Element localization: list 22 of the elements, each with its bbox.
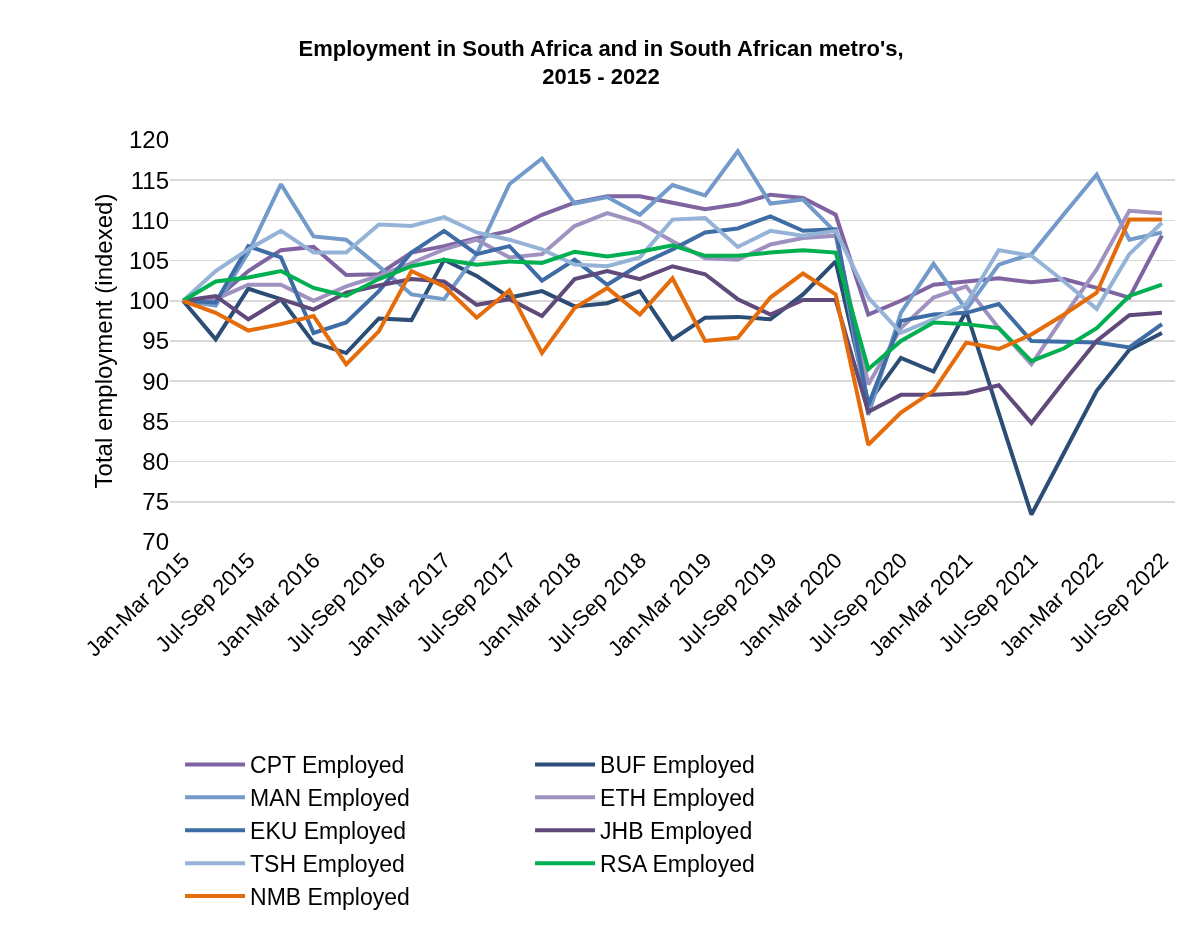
y-tick-label: 105 <box>128 247 169 274</box>
y-tick-label: 70 <box>142 528 169 556</box>
chart-title: Employment in South Africa and in South African metro's, 2015 - 2022 <box>298 35 904 90</box>
legend-label: MAN Employed <box>250 785 410 812</box>
legend-label: ETH Employed <box>600 785 755 812</box>
y-tick-label: 120 <box>128 126 169 154</box>
y-tick-label: 115 <box>130 166 169 194</box>
legend-label: JHB Employed <box>600 818 753 845</box>
legend-label: CPT Employed <box>250 752 405 779</box>
y-tick-label: 75 <box>142 488 169 516</box>
legend-label: NMB Employed <box>250 884 410 911</box>
y-tick-label: 85 <box>142 407 169 435</box>
legend-label: BUF Employed <box>600 752 755 779</box>
legend-label: TSH Employed <box>250 851 405 878</box>
y-tick-label: 110 <box>130 206 169 234</box>
y-tick-label: 100 <box>128 287 169 315</box>
legend-label: EKU Employed <box>250 818 407 845</box>
y-tick-label: 80 <box>142 448 169 475</box>
y-axis-title: Total employment (indexed) <box>90 193 117 489</box>
y-tick-label: 95 <box>142 327 169 355</box>
legend-label: RSA Employed <box>600 851 755 878</box>
y-tick-label: 90 <box>142 367 169 395</box>
